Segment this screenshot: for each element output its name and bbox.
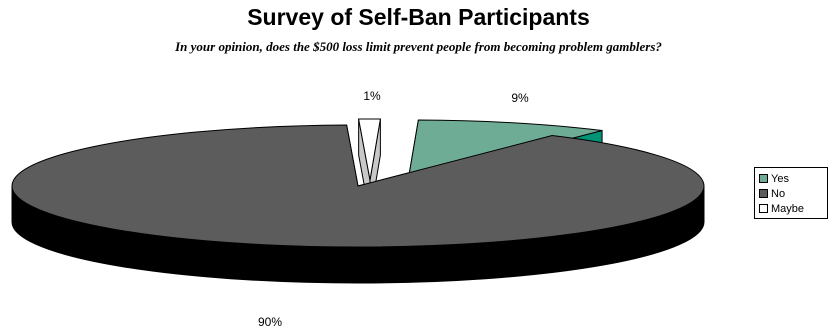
chart-legend: Yes No Maybe (754, 167, 828, 219)
legend-swatch-no (759, 189, 768, 198)
chart-subtitle: In your opinion, does the $500 loss limi… (175, 39, 662, 54)
legend-swatch-yes (759, 174, 768, 183)
legend-label-maybe: Maybe (771, 202, 805, 215)
pie-labels: 9% 90% 1% (258, 89, 529, 329)
data-label-maybe: 1% (363, 89, 381, 103)
pie-slice-no (11, 124, 705, 248)
data-label-yes: 9% (511, 91, 529, 105)
pie-slice-maybe (358, 118, 381, 181)
data-label-no: 90% (258, 315, 282, 329)
legend-label-yes: Yes (771, 172, 789, 185)
pie-tops (11, 118, 705, 248)
legend-label-no: No (771, 187, 786, 200)
chart-title: Survey of Self-Ban Participants (247, 4, 590, 30)
legend-swatch-maybe (759, 204, 768, 213)
legend-item-no: No (759, 186, 827, 201)
legend-item-yes: Yes (759, 171, 827, 186)
legend-item-maybe: Maybe (759, 201, 827, 216)
